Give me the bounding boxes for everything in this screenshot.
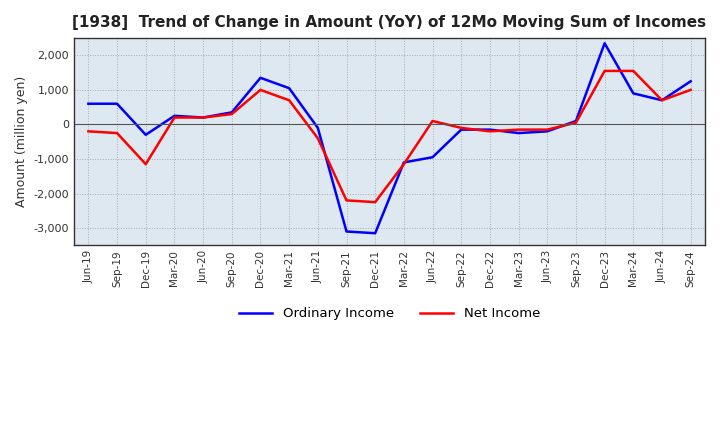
Net Income bbox=[256, 87, 265, 92]
Ordinary Income bbox=[84, 101, 93, 106]
Ordinary Income bbox=[141, 132, 150, 137]
Net Income bbox=[170, 115, 179, 120]
Net Income bbox=[629, 68, 638, 73]
Ordinary Income bbox=[256, 75, 265, 81]
Line: Ordinary Income: Ordinary Income bbox=[89, 43, 690, 233]
Ordinary Income bbox=[199, 115, 207, 120]
Line: Net Income: Net Income bbox=[89, 71, 690, 202]
Net Income bbox=[428, 118, 437, 124]
Net Income bbox=[342, 198, 351, 203]
Net Income bbox=[600, 68, 609, 73]
Net Income bbox=[657, 98, 666, 103]
Net Income bbox=[371, 199, 379, 205]
Net Income bbox=[686, 87, 695, 92]
Net Income bbox=[485, 129, 494, 134]
Ordinary Income bbox=[371, 231, 379, 236]
Ordinary Income bbox=[657, 98, 666, 103]
Ordinary Income bbox=[170, 113, 179, 118]
Ordinary Income bbox=[457, 127, 466, 132]
Net Income bbox=[228, 111, 236, 117]
Ordinary Income bbox=[313, 125, 322, 131]
Ordinary Income bbox=[228, 110, 236, 115]
Ordinary Income bbox=[600, 40, 609, 46]
Ordinary Income bbox=[400, 160, 408, 165]
Net Income bbox=[572, 120, 580, 125]
Y-axis label: Amount (million yen): Amount (million yen) bbox=[15, 76, 28, 207]
Net Income bbox=[457, 125, 466, 131]
Ordinary Income bbox=[428, 154, 437, 160]
Net Income bbox=[313, 136, 322, 141]
Legend: Ordinary Income, Net Income: Ordinary Income, Net Income bbox=[234, 302, 545, 326]
Ordinary Income bbox=[629, 91, 638, 96]
Ordinary Income bbox=[543, 129, 552, 134]
Net Income bbox=[514, 127, 523, 132]
Ordinary Income bbox=[485, 127, 494, 132]
Net Income bbox=[285, 98, 294, 103]
Net Income bbox=[141, 161, 150, 167]
Title: [1938]  Trend of Change in Amount (YoY) of 12Mo Moving Sum of Incomes: [1938] Trend of Change in Amount (YoY) o… bbox=[73, 15, 706, 30]
Net Income bbox=[113, 130, 122, 136]
Ordinary Income bbox=[572, 118, 580, 124]
Ordinary Income bbox=[686, 79, 695, 84]
Net Income bbox=[199, 115, 207, 120]
Net Income bbox=[400, 161, 408, 167]
Ordinary Income bbox=[285, 85, 294, 91]
Ordinary Income bbox=[342, 229, 351, 234]
Net Income bbox=[84, 129, 93, 134]
Ordinary Income bbox=[113, 101, 122, 106]
Net Income bbox=[543, 127, 552, 132]
Ordinary Income bbox=[514, 130, 523, 136]
